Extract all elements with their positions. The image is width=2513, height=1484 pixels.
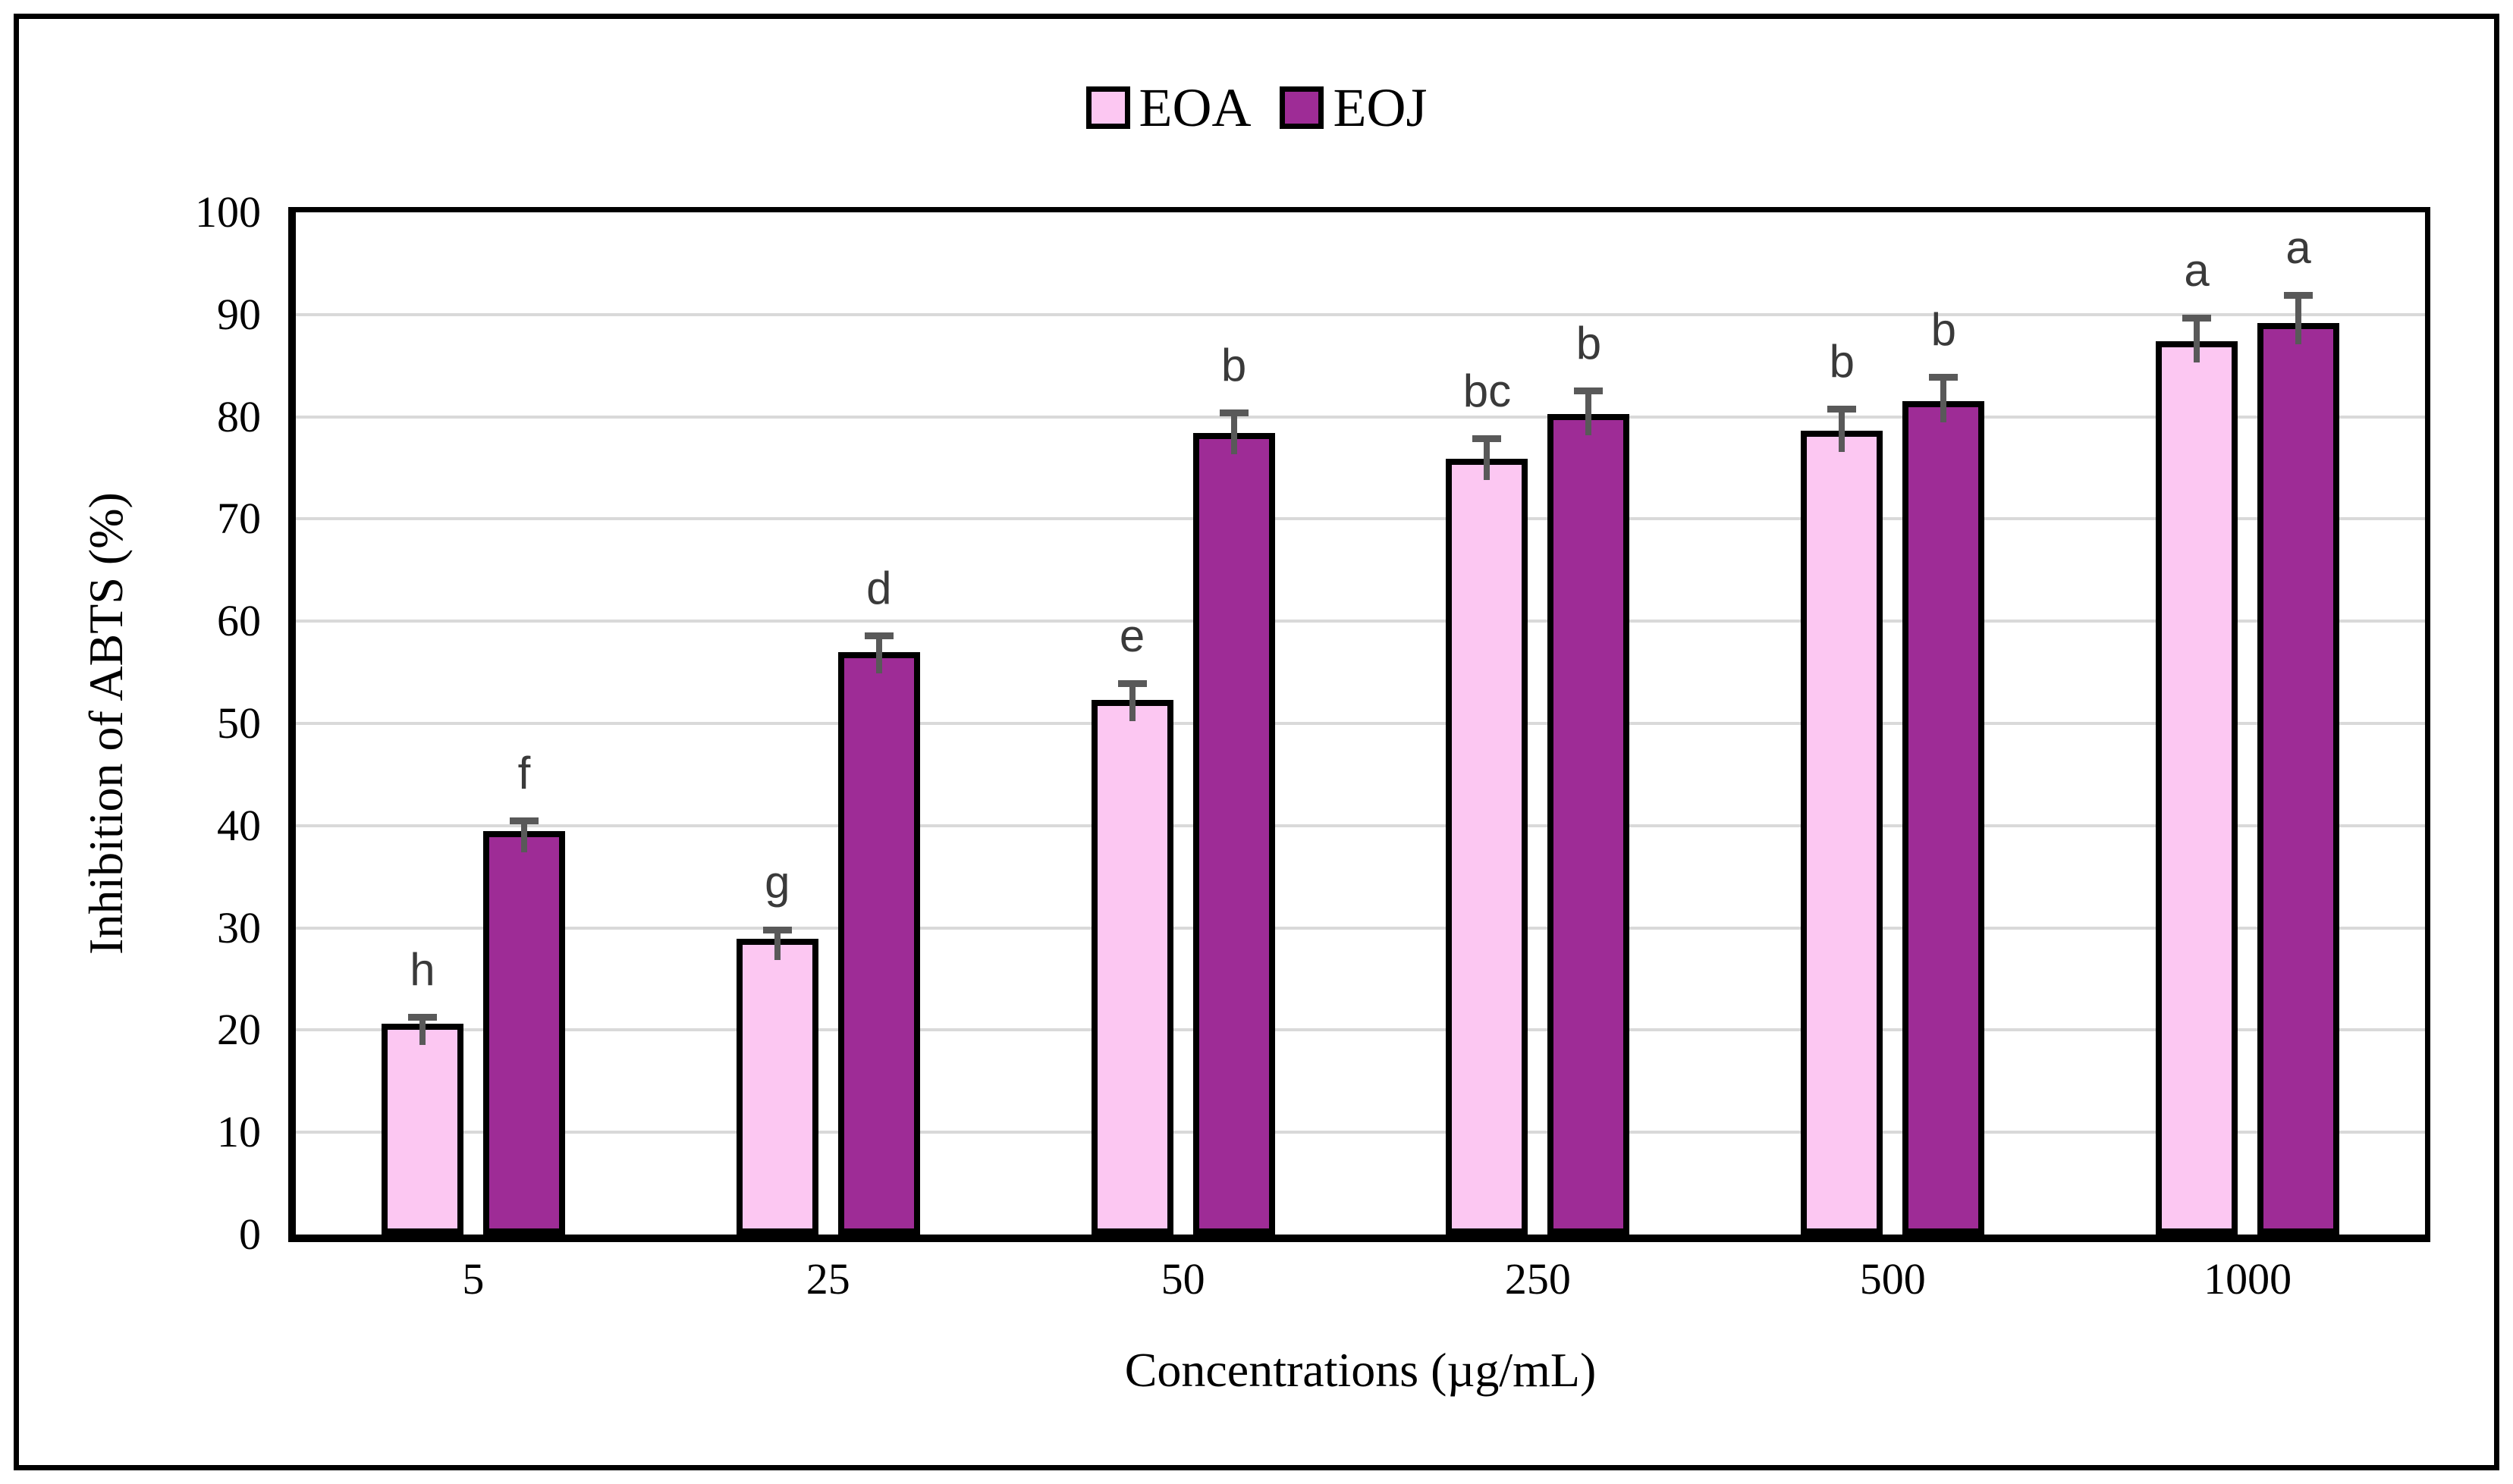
error-bar-cap [1827, 405, 1857, 413]
error-bar-cap [1929, 374, 1959, 381]
y-tick-label-0: 0 [239, 1209, 261, 1259]
error-bar-cap [1472, 435, 1502, 442]
y-tick-label-50: 50 [217, 698, 261, 748]
sig-letter-eoj-500: b [1930, 304, 1956, 356]
error-bar-cap [2182, 314, 2212, 322]
figure-frame [14, 14, 2499, 1470]
error-bar-stem [2194, 317, 2200, 362]
y-tick-label-30: 30 [217, 902, 261, 952]
plot-right-border [2425, 207, 2430, 1240]
error-bar-cap [1219, 409, 1249, 417]
gridline-20 [296, 1028, 2425, 1032]
x-axis-title: Concentrations (µg/mL) [1124, 1343, 1597, 1397]
y-tick-label-10: 10 [217, 1107, 261, 1157]
legend-item-eoa: EOA [1085, 77, 1252, 138]
sig-letter-eoa-250: bc [1462, 365, 1512, 416]
bar-eoa-50 [1091, 699, 1173, 1235]
sig-letter-eoa-1000: a [2184, 244, 2210, 296]
sig-letter-eoj-50: b [1220, 340, 1247, 391]
sig-letter-eoa-50: e [1119, 610, 1145, 662]
bar-eoj-250 [1547, 413, 1630, 1235]
error-bar-cap [864, 632, 894, 640]
x-tick-label-500: 500 [1859, 1254, 1926, 1304]
y-tick-label-80: 80 [217, 391, 261, 441]
error-bar-cap [509, 817, 539, 825]
sig-letter-eoj-25: d [866, 563, 892, 614]
x-tick-label-5: 5 [462, 1254, 485, 1304]
bar-eoa-250 [1446, 458, 1528, 1235]
y-tick-label-90: 90 [217, 289, 261, 339]
x-axis-line [288, 1235, 2430, 1242]
error-bar-cap [1574, 387, 1604, 394]
y-tick-label-60: 60 [217, 596, 261, 646]
gridline-10 [296, 1131, 2425, 1134]
x-tick-label-1000: 1000 [2204, 1254, 2292, 1304]
legend-label-eoa: EOA [1139, 77, 1252, 138]
bar-eoj-1000 [2257, 322, 2340, 1235]
error-bar-stem [1940, 377, 1947, 423]
bar-eoj-500 [1902, 401, 1985, 1235]
bar-eoj-25 [837, 651, 920, 1235]
plot-top-border [288, 207, 2430, 212]
error-bar-stem [1585, 390, 1592, 435]
bar-eoa-500 [1801, 431, 1883, 1235]
error-bar-stem [875, 635, 882, 673]
gridline-70 [296, 517, 2425, 521]
error-bar-stem [1839, 408, 1845, 453]
bar-eoj-50 [1192, 433, 1275, 1235]
gridline-90 [296, 312, 2425, 316]
y-tick-label-20: 20 [217, 1005, 261, 1055]
y-tick-label-70: 70 [217, 494, 261, 544]
error-bar-stem [520, 820, 527, 852]
error-bar-stem [2295, 295, 2302, 344]
bar-eoa-1000 [2156, 340, 2238, 1235]
sig-letter-eoj-5: f [517, 748, 531, 799]
gridline-50 [296, 722, 2425, 725]
x-tick-label-50: 50 [1161, 1254, 1205, 1304]
bar-eoa-5 [381, 1024, 463, 1235]
sig-letter-eoa-500: b [1829, 335, 1855, 387]
gridline-80 [296, 415, 2425, 419]
legend-label-eoj: EOJ [1333, 77, 1428, 138]
error-bar-cap [1117, 680, 1147, 688]
error-bar-cap [2284, 292, 2314, 300]
sig-letter-eoj-250: b [1575, 317, 1602, 369]
bar-eoa-25 [736, 939, 818, 1235]
sig-letter-eoa-25: g [765, 857, 790, 908]
gridline-30 [296, 926, 2425, 930]
error-bar-stem [1129, 683, 1136, 721]
error-bar-stem [774, 930, 781, 961]
bar-eoj-5 [482, 830, 565, 1235]
legend: EOA EOJ [0, 80, 2513, 135]
error-bar-cap [407, 1013, 437, 1021]
legend-item-eoj: EOJ [1280, 80, 1427, 135]
y-axis-line [288, 207, 296, 1242]
gridline-40 [296, 824, 2425, 827]
x-tick-label-250: 250 [1504, 1254, 1571, 1304]
y-tick-label-40: 40 [217, 800, 261, 850]
y-tick-label-100: 100 [195, 187, 261, 237]
legend-swatch-eoa [1085, 86, 1130, 129]
plot-area: h f g d e b bc b b b a a [296, 212, 2425, 1235]
gridline-60 [296, 620, 2425, 623]
error-bar-stem [1230, 413, 1237, 455]
legend-swatch-eoj [1280, 86, 1324, 129]
sig-letter-eoj-1000: a [2285, 222, 2311, 274]
error-bar-stem [1484, 438, 1491, 480]
sig-letter-eoa-5: h [410, 943, 435, 995]
error-bar-cap [762, 927, 792, 934]
error-bar-stem [419, 1016, 426, 1046]
x-tick-label-25: 25 [806, 1254, 850, 1304]
